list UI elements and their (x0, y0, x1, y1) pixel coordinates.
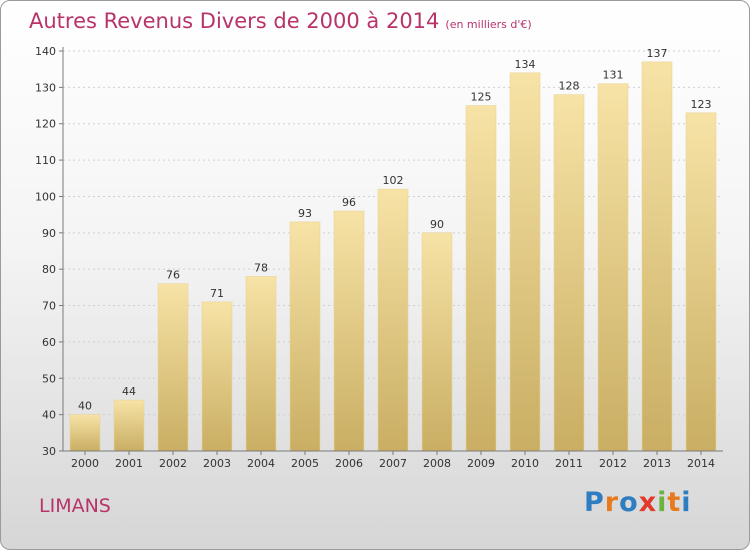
x-tick-label: 2011 (555, 457, 583, 470)
bar (597, 83, 629, 452)
bar (289, 221, 321, 452)
y-tick-label: 110 (35, 154, 56, 167)
bar (69, 414, 101, 452)
logo-letter: r (604, 487, 620, 518)
x-tick-label: 2006 (335, 457, 363, 470)
bar-value-label: 40 (78, 400, 92, 413)
y-tick-label: 130 (35, 81, 56, 94)
logo-letter: i (657, 487, 668, 518)
bar-value-label: 137 (647, 47, 668, 60)
logo-letter: t (667, 487, 682, 518)
bar-value-label: 76 (166, 269, 180, 282)
x-tick-label: 2012 (599, 457, 627, 470)
x-tick-label: 2008 (423, 457, 451, 470)
chart-title: Autres Revenus Divers de 2000 à 2014 (en … (29, 9, 532, 33)
x-tick-label: 2000 (71, 457, 99, 470)
commune-name: LIMANS (39, 495, 111, 517)
bar (377, 188, 409, 452)
x-tick-label: 2005 (291, 457, 319, 470)
y-tick-label: 30 (42, 445, 56, 458)
chart-unit: (en milliers d'€) (445, 18, 532, 31)
y-tick-label: 80 (42, 263, 56, 276)
x-tick-label: 2002 (159, 457, 187, 470)
logo-letter: o (619, 487, 639, 518)
bar-value-label: 78 (254, 261, 268, 274)
x-tick-label: 2009 (467, 457, 495, 470)
proxiti-logo: Proxiti (584, 487, 692, 518)
y-tick-label: 90 (42, 227, 56, 240)
bar (201, 301, 233, 452)
y-tick-label: 140 (35, 45, 56, 58)
x-tick-label: 2010 (511, 457, 539, 470)
y-tick-label: 120 (35, 118, 56, 131)
bar-value-label: 44 (122, 385, 136, 398)
logo-letter: P (584, 487, 605, 518)
bar (421, 232, 453, 452)
bar-value-label: 128 (559, 80, 580, 93)
logo-letter: i (681, 487, 692, 518)
x-tick-label: 2013 (643, 457, 671, 470)
bar (465, 105, 497, 452)
bar (157, 283, 189, 452)
y-tick-label: 70 (42, 300, 56, 313)
x-tick-label: 2014 (687, 457, 715, 470)
bar (113, 399, 145, 452)
axes: 30 40 50 60 70 80 90 100 110 120 130 140 2000 2001 200… (35, 45, 723, 470)
bar-value-label: 71 (210, 287, 224, 300)
x-tick-label: 2004 (247, 457, 275, 470)
bar-value-label: 93 (298, 207, 312, 220)
bar (641, 61, 673, 452)
y-tick-label: 40 (42, 409, 56, 422)
y-tick-label: 60 (42, 336, 56, 349)
x-tick-label: 2007 (379, 457, 407, 470)
bar-value-label: 134 (515, 58, 536, 71)
x-tick-label: 2001 (115, 457, 143, 470)
bar-value-label: 123 (691, 98, 712, 111)
bar (245, 276, 277, 452)
bar-value-label: 125 (471, 91, 492, 104)
logo-letter: x (638, 487, 658, 518)
bar (553, 94, 585, 452)
bar-value-label: 131 (603, 69, 624, 82)
y-tick-label: 100 (35, 190, 56, 203)
bar (509, 72, 541, 452)
chart-title-text: Autres Revenus Divers de 2000 à 2014 (29, 9, 440, 33)
bars: 40 44 76 71 78 93 96 102 90 125 134 128 131 137 123 (69, 47, 717, 452)
bar-value-label: 90 (430, 218, 444, 231)
bar-value-label: 102 (383, 174, 404, 187)
x-tick-label: 2003 (203, 457, 231, 470)
y-tick-label: 50 (42, 372, 56, 385)
bar-value-label: 96 (342, 196, 356, 209)
bar (685, 112, 717, 452)
bar (333, 210, 365, 452)
